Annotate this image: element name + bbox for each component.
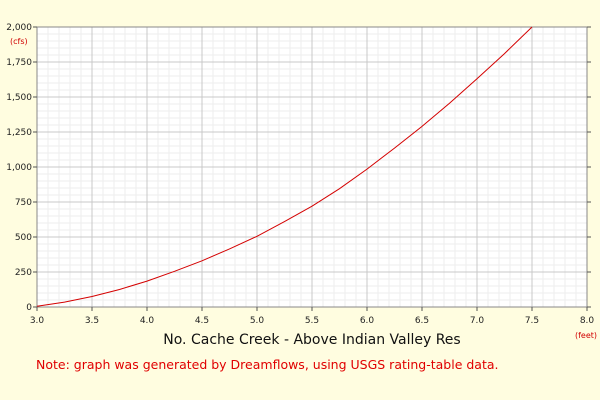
x-tick-label: 7.5	[525, 316, 539, 326]
series-line	[36, 26, 533, 307]
y-tick-label: 2,000	[6, 23, 32, 33]
x-tick-label: 4.5	[195, 316, 209, 326]
x-tick-label: 3.5	[85, 316, 99, 326]
x-tick-label: 8.0	[580, 316, 595, 326]
x-tick-label: 5.0	[250, 316, 265, 326]
series-group	[36, 26, 533, 307]
chart-note: Note: graph was generated by Dreamflows,…	[36, 357, 499, 372]
y-axis-ticks: 0 250 500 750 1,000 1,250 1,500 1,750 2,000	[6, 23, 591, 313]
y-tick-label: 750	[15, 198, 32, 208]
x-tick-label: 7.0	[470, 316, 485, 326]
y-tick-label: 0	[26, 303, 32, 313]
y-tick-label: 1,750	[6, 58, 32, 68]
x-tick-label: 6.5	[415, 316, 429, 326]
x-tick-label: 6.0	[360, 316, 375, 326]
y-axis-unit-label: (cfs)	[10, 37, 28, 46]
y-tick-label: 500	[15, 233, 32, 243]
x-tick-label: 3.0	[30, 316, 45, 326]
x-axis-unit-label: (feet)	[575, 331, 597, 340]
y-tick-label: 1,000	[6, 163, 32, 173]
y-tick-label: 1,250	[6, 128, 32, 138]
x-axis-ticks: 3.0 3.5 4.0 4.5 5.0 5.5 6.0 6.5 7.0 7.5 8.0	[30, 307, 595, 326]
y-tick-label: 1,500	[6, 93, 32, 103]
chart-title: No. Cache Creek - Above Indian Valley Re…	[163, 332, 461, 348]
y-tick-label: 250	[15, 268, 32, 278]
x-tick-label: 5.5	[305, 316, 319, 326]
x-tick-label: 4.0	[140, 316, 155, 326]
